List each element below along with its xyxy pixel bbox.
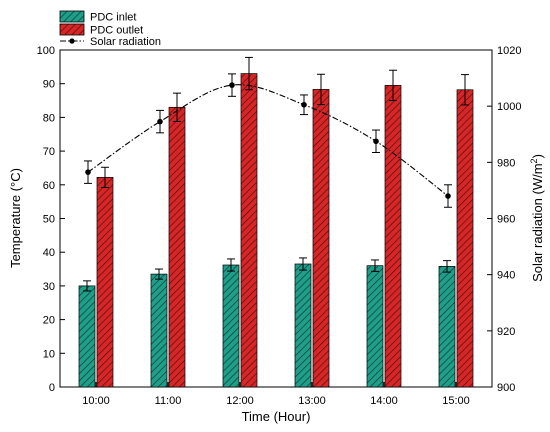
left-axis-title: Temperature (°C) — [8, 168, 23, 268]
bar-pdc-inlet — [294, 263, 312, 388]
right-axis-title-close: ) — [530, 154, 545, 158]
x-axis: 10:00 11:00 12:00 13:00 14:00 15:00 — [82, 382, 470, 407]
left-tick-label: 50 — [43, 214, 55, 226]
solar-radiation-point — [157, 118, 163, 125]
bar-pdc-inlet — [438, 266, 456, 388]
bar-pdc-outlet — [384, 85, 402, 388]
left-axis: 0 10 20 30 40 50 60 70 80 90 100 — [37, 45, 65, 394]
legend-marker-solar-radiation — [69, 38, 75, 44]
x-axis-title: Time (Hour) — [242, 409, 311, 424]
right-tick-label: 960 — [497, 214, 515, 226]
x-tick-label: 12:00 — [226, 395, 254, 407]
right-tick-label: 980 — [497, 157, 515, 169]
legend: PDC inlet PDC outlet Solar radiation — [59, 10, 161, 48]
bar-pdc-outlet — [456, 89, 474, 388]
right-axis-title: Solar radiation (W/m2) — [529, 154, 545, 282]
right-tick-label: 1020 — [497, 45, 521, 57]
x-tick-label: 13:00 — [298, 395, 326, 407]
solar-radiation-point — [301, 101, 307, 108]
bar-pdc-outlet — [240, 73, 258, 388]
bar-pdc-outlet — [312, 89, 330, 388]
left-tick-label: 60 — [43, 180, 55, 192]
legend-label-pdc-outlet: PDC outlet — [90, 25, 143, 37]
solar-radiation-point — [373, 138, 379, 145]
right-axis-title-main: Solar radiation (W/m — [530, 163, 545, 281]
bar-pdc-outlet — [168, 106, 186, 388]
plot-frame — [59, 49, 493, 388]
right-axis-title-sup: 2 — [529, 158, 539, 163]
x-tick-label: 14:00 — [370, 395, 398, 407]
solar-radiation-line — [87, 84, 449, 197]
left-tick-label: 40 — [43, 247, 55, 259]
solar-radiation-point — [85, 169, 91, 175]
left-tick-label: 20 — [43, 315, 55, 327]
legend-label-pdc-inlet: PDC inlet — [90, 12, 136, 24]
x-tick-label: 15:00 — [442, 395, 470, 407]
left-tick-label: 0 — [49, 382, 55, 394]
right-tick-label: 920 — [497, 326, 515, 338]
left-tick-label: 100 — [37, 45, 55, 57]
bar-pdc-inlet — [222, 264, 240, 388]
bar-series — [78, 56, 474, 388]
left-tick-label: 10 — [43, 348, 55, 360]
right-axis: 900 920 940 960 980 1000 1020 — [487, 45, 521, 394]
bar-pdc-inlet — [150, 273, 168, 388]
legend-swatch-pdc-inlet — [59, 10, 85, 23]
right-tick-label: 900 — [497, 382, 515, 394]
bar-pdc-outlet — [96, 177, 114, 388]
legend-swatch-pdc-outlet — [59, 23, 85, 36]
right-tick-label: 940 — [497, 270, 515, 282]
left-tick-label: 90 — [43, 79, 55, 91]
left-tick-label: 30 — [43, 281, 55, 293]
left-tick-label: 70 — [43, 146, 55, 158]
left-tick-label: 80 — [43, 112, 55, 124]
solar-radiation-point — [445, 193, 451, 199]
x-tick-label: 10:00 — [82, 395, 110, 407]
x-tick-label: 11:00 — [155, 395, 182, 407]
line-series — [84, 73, 452, 208]
right-tick-label: 1000 — [497, 101, 521, 113]
solar-radiation-point — [229, 82, 235, 88]
bar-pdc-inlet — [78, 285, 96, 388]
legend-label-solar-radiation: Solar radiation — [90, 36, 161, 48]
bar-pdc-inlet — [366, 265, 384, 388]
